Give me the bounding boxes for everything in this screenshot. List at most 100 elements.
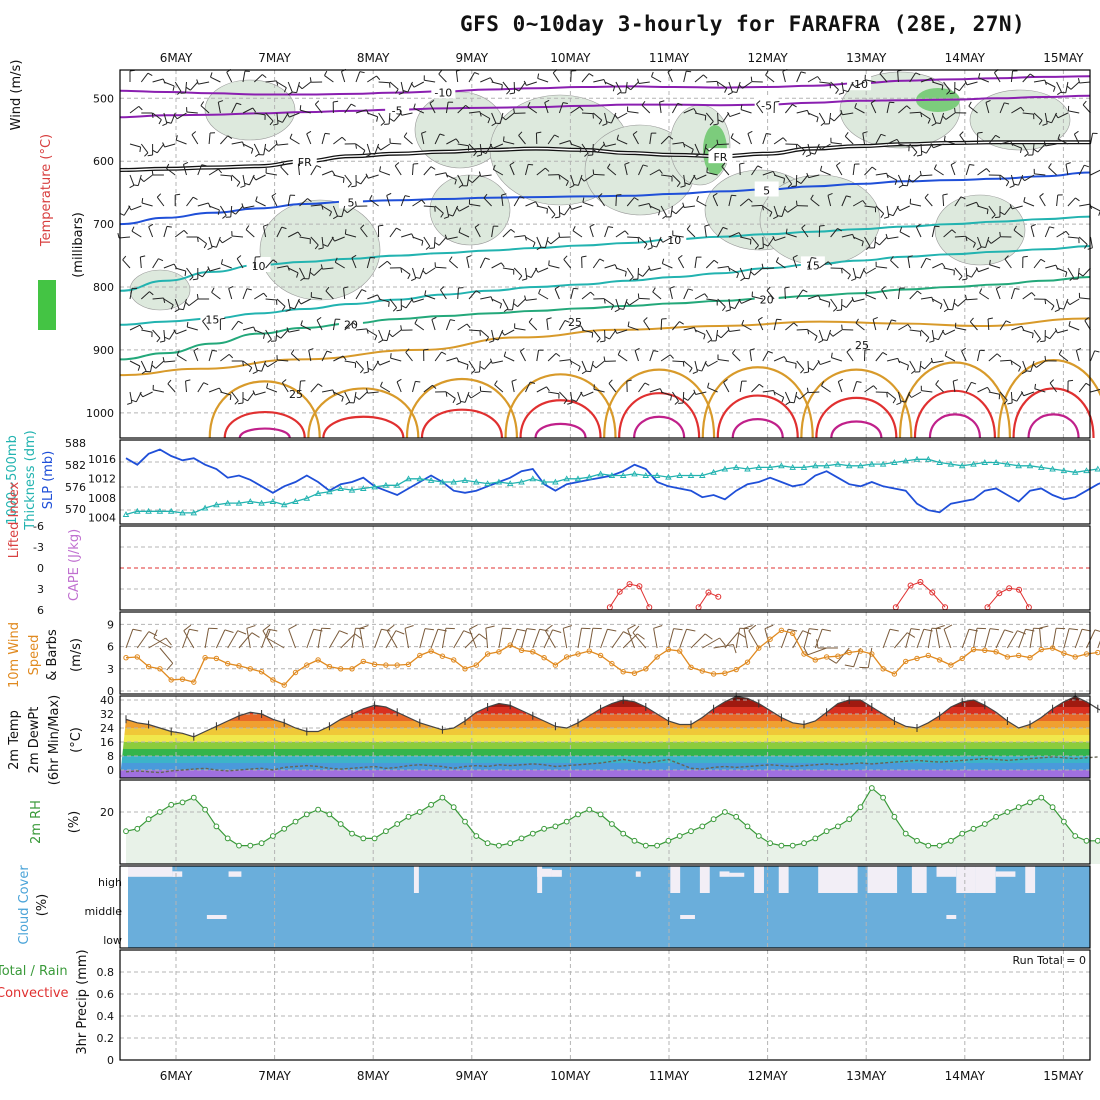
wind-barb xyxy=(457,143,470,151)
wind-barb xyxy=(535,131,542,145)
wind-barb-flag xyxy=(781,397,785,403)
wind-barb xyxy=(365,388,379,394)
wind-barb xyxy=(796,360,805,374)
wind-barb xyxy=(614,112,628,119)
thickness-marker xyxy=(665,473,672,480)
wind-barb-flag xyxy=(962,278,968,281)
wind-barb xyxy=(145,360,154,373)
wind-barb-staff xyxy=(582,391,594,397)
wind-barb xyxy=(1009,204,1023,210)
wind-barb-flag xyxy=(489,143,494,149)
wind-barb-flag xyxy=(891,319,897,322)
wind-barb-staff xyxy=(466,174,470,186)
wind-barb xyxy=(163,81,175,91)
wind-barb xyxy=(624,162,630,176)
dewpoint-line xyxy=(125,756,1098,774)
rh-marker xyxy=(405,813,412,820)
wind-barb-staff xyxy=(909,72,917,83)
wind-barb-staff xyxy=(570,106,581,114)
wind-barb xyxy=(502,267,515,275)
wind-speed-tick: 0 xyxy=(107,685,114,698)
wind-barb xyxy=(502,298,509,313)
wind-barb xyxy=(581,73,594,83)
wind-barb-staff xyxy=(950,164,956,176)
wind-barb-flag xyxy=(775,257,779,263)
wind-barb-staff xyxy=(253,143,260,155)
wind-barb-flag xyxy=(1068,320,1071,326)
wind-barb-flag xyxy=(616,134,619,140)
wind-barb-staff xyxy=(208,168,219,176)
wind-barb-flag xyxy=(322,244,328,247)
wind-barb xyxy=(862,267,877,274)
wind-speed-tick: 3 xyxy=(107,663,114,676)
wind-barb xyxy=(886,101,895,114)
wind-barb-staff xyxy=(479,257,486,269)
wind-speed-marker xyxy=(462,666,468,672)
wind-barb-staff xyxy=(722,112,730,123)
wind-barb-staff xyxy=(592,143,594,156)
wind-barb-flag xyxy=(392,307,398,312)
wind-barb-staff xyxy=(457,104,466,114)
wind-barb xyxy=(367,294,381,300)
wind-barb-staff xyxy=(593,173,605,176)
wind-barb-flag xyxy=(894,179,898,185)
wind-barb-staff xyxy=(140,360,147,372)
wind-barb-flag xyxy=(1009,204,1013,210)
wind-barb-staff xyxy=(152,297,164,300)
wind-barb-flag xyxy=(176,90,182,95)
wind-barb-flag xyxy=(774,100,780,103)
wind-barb-flag xyxy=(920,112,923,118)
wind-speed-marker xyxy=(552,662,559,668)
wind-barb xyxy=(943,298,949,313)
slp-tick: 1008 xyxy=(88,492,116,505)
wind10m-barb xyxy=(816,639,838,649)
wind-barb xyxy=(944,351,956,362)
wind10m-barb xyxy=(404,625,414,649)
wind-barb-staff xyxy=(174,81,182,92)
wind-barb-staff xyxy=(581,360,587,372)
wind-barb-staff xyxy=(704,226,707,238)
wind-barb-flag xyxy=(283,87,287,93)
lifted-index-ylabel: Lifted Index xyxy=(7,481,22,558)
wind-speed-marker xyxy=(518,647,525,653)
wind-barb xyxy=(954,107,967,114)
wind-barb-flag xyxy=(913,151,918,157)
wind-barb-staff xyxy=(667,71,673,83)
wind-barb-flag xyxy=(571,399,577,402)
wind-barb-flag xyxy=(989,259,991,265)
precip-tick: 0.8 xyxy=(97,966,115,979)
wind-barb-flag xyxy=(968,101,972,107)
wind-barb-flag xyxy=(805,154,811,158)
wind10m-barb xyxy=(943,624,953,649)
wind-barb xyxy=(1025,360,1035,373)
wind-barb-staff xyxy=(413,107,425,114)
wind-barb-staff xyxy=(739,198,749,207)
wind-barb-staff xyxy=(649,388,661,393)
wind-barb-staff xyxy=(276,265,288,269)
wind-barb xyxy=(1011,325,1025,331)
wind10m-barb xyxy=(521,628,536,649)
wind-barb xyxy=(310,292,323,300)
wind10m-barb xyxy=(764,624,774,649)
wind10m-barb xyxy=(498,627,512,649)
wind-barb xyxy=(773,318,782,331)
wind10m-barb-staff xyxy=(724,632,739,649)
wind-barb xyxy=(139,391,153,398)
warm-contour xyxy=(307,387,420,439)
wind-barb-flag xyxy=(592,364,597,369)
wind-barb-staff xyxy=(879,236,888,246)
wind-barb-flag xyxy=(1003,399,1008,405)
wind-barb xyxy=(306,130,312,145)
wind-barb xyxy=(378,112,386,126)
wind-barb xyxy=(931,112,937,127)
wind-barb-staff xyxy=(186,196,194,207)
wind-barb-staff xyxy=(921,390,933,393)
wind-barb xyxy=(140,360,147,375)
wind10m-barb-staff xyxy=(995,629,1006,649)
wind-barb-flag xyxy=(538,288,541,294)
wind-barb-staff xyxy=(799,391,809,400)
wind-barb-flag xyxy=(138,106,143,111)
wind-barb-flag xyxy=(977,131,983,134)
wind-speed-marker xyxy=(360,658,366,665)
wind-barb-staff xyxy=(749,350,752,362)
